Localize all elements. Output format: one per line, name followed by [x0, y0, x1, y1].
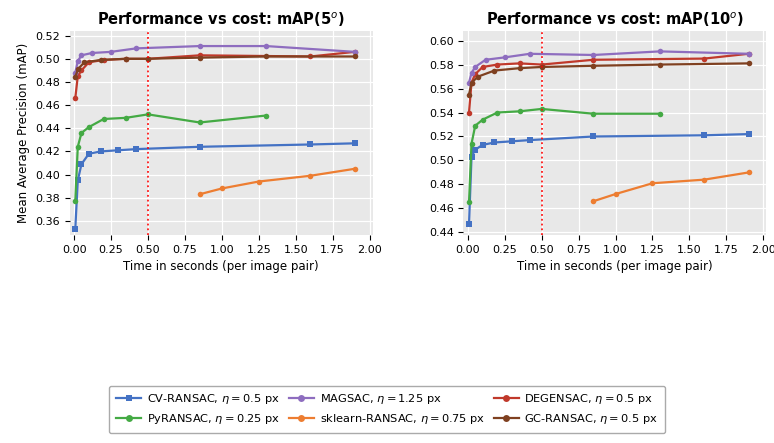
Title: Performance vs cost: mAP(5$^o$): Performance vs cost: mAP(5$^o$) — [98, 11, 345, 29]
Title: Performance vs cost: mAP(10$^o$): Performance vs cost: mAP(10$^o$) — [486, 11, 744, 29]
X-axis label: Time in seconds (per image pair): Time in seconds (per image pair) — [517, 260, 713, 273]
Y-axis label: Mean Average Precision (mAP): Mean Average Precision (mAP) — [16, 43, 29, 223]
Legend: CV-RANSAC, $\eta = 0.5$ px, PyRANSAC, $\eta = 0.25$ px, MAGSAC, $\eta = 1.25$ px: CV-RANSAC, $\eta = 0.5$ px, PyRANSAC, $\… — [109, 385, 665, 433]
X-axis label: Time in seconds (per image pair): Time in seconds (per image pair) — [123, 260, 319, 273]
